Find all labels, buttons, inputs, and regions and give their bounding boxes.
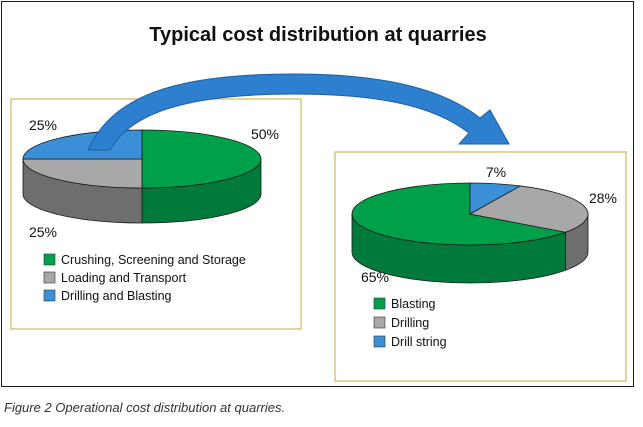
legend-left: Crushing, Screening and Storage Loading a… <box>43 253 246 303</box>
legend-swatch <box>43 289 56 302</box>
legend-label: Drilling <box>391 316 429 330</box>
pie-slice <box>351 182 567 246</box>
chart-title: Typical cost distribution at quarries <box>149 24 486 46</box>
legend-swatch <box>373 316 386 329</box>
pie-slice-label: 50% <box>251 126 279 142</box>
arrow-icon <box>87 73 510 151</box>
pie-slice-label: 28% <box>589 190 617 206</box>
figure-frame: 50% 25% 25% 65% 28% 7% Typical cost distribu… <box>1 1 634 387</box>
legend-right: Blasting Drilling Drill string <box>373 297 447 349</box>
legend-label: Drilling and Blasting <box>61 289 172 303</box>
legend-label: Crushing, Screening and Storage <box>61 253 246 267</box>
legend-swatch <box>373 335 386 348</box>
legend-label: Loading and Transport <box>61 271 187 285</box>
pie-slice-label: 25% <box>29 117 57 133</box>
legend-swatch <box>43 271 56 284</box>
figure-canvas: 50% 25% 25% 65% 28% 7% Typical cost distribu… <box>10 24 627 382</box>
legend-label: Drill string <box>391 335 447 349</box>
pie-slice-label: 25% <box>29 224 57 240</box>
pie-slice-label: 65% <box>361 269 389 285</box>
legend-swatch <box>373 297 386 310</box>
pie-slice <box>141 129 262 189</box>
pie-chart-right: 65% 28% 7% <box>351 164 617 285</box>
pie-slice <box>468 185 589 233</box>
pie-slice <box>22 158 143 189</box>
pie-slice <box>469 182 522 215</box>
legend-label: Blasting <box>391 297 436 311</box>
pie-slice-label: 7% <box>486 164 506 180</box>
legend-swatch <box>43 253 56 266</box>
figure-caption: Figure 2 Operational cost distribution a… <box>4 400 286 415</box>
